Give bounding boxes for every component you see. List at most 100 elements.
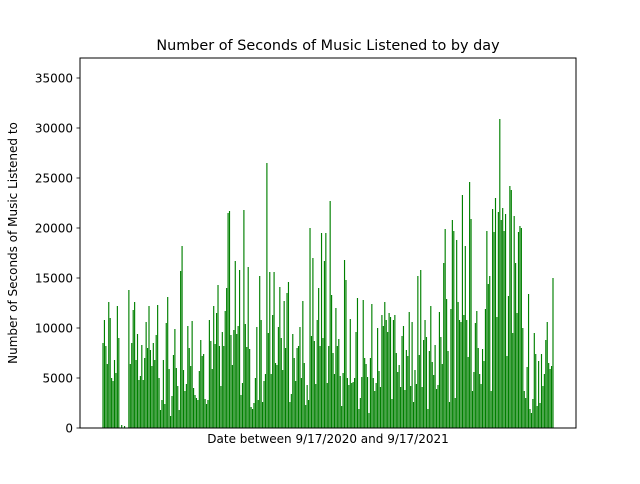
bar: [135, 360, 137, 428]
bar: [308, 400, 310, 428]
bar: [461, 195, 463, 428]
bar: [499, 119, 501, 428]
bar: [523, 391, 525, 428]
bar: [539, 403, 541, 428]
bar: [246, 347, 248, 428]
bar: [405, 350, 407, 428]
bar: [243, 210, 245, 428]
bar: [374, 391, 376, 428]
bar: [483, 361, 485, 428]
bar: [375, 383, 377, 428]
bar: [165, 323, 167, 428]
bar: [502, 208, 504, 428]
bar: [267, 333, 269, 428]
bar: [365, 364, 367, 428]
bar: [450, 309, 452, 428]
bar: [315, 384, 317, 428]
chart-title: Number of Seconds of Music Listened to b…: [156, 38, 500, 54]
bar: [520, 228, 522, 428]
bar: [178, 410, 180, 428]
bar: [480, 384, 482, 428]
bar: [171, 396, 173, 428]
bar: [332, 353, 334, 428]
bar: [377, 328, 379, 428]
bar: [113, 360, 116, 428]
bar: [272, 315, 274, 428]
bar: [216, 313, 218, 428]
bar: [227, 213, 229, 428]
bar: [345, 280, 347, 428]
bar: [543, 374, 545, 428]
bar: [112, 381, 114, 428]
bar: [200, 340, 202, 428]
bar: [132, 310, 134, 428]
bar: [221, 332, 223, 428]
y-tick-label: 25000: [35, 172, 73, 186]
y-tick-label: 20000: [35, 222, 73, 236]
bar: [503, 231, 505, 428]
bar: [158, 378, 160, 428]
bar: [223, 346, 225, 428]
bar: [274, 363, 277, 428]
bar: [517, 232, 520, 428]
bar: [185, 384, 187, 428]
bar: [448, 402, 451, 428]
bar: [407, 356, 409, 428]
bar: [144, 358, 146, 428]
bar: [118, 338, 120, 428]
y-axis-label: Number of Seconds of Music Listened to: [6, 122, 20, 364]
bar: [228, 211, 231, 428]
bar: [312, 258, 314, 428]
bar: [506, 356, 508, 428]
bar: [525, 398, 527, 428]
bar: [481, 349, 484, 428]
bar: [293, 358, 295, 428]
bar: [269, 272, 271, 428]
bar: [296, 348, 298, 428]
bar: [217, 285, 219, 428]
bar: [151, 366, 153, 428]
bar: [195, 398, 198, 428]
y-tick-label: 5000: [42, 372, 73, 386]
bar: [322, 338, 324, 428]
bar: [305, 405, 307, 428]
bar: [210, 341, 212, 428]
bar: [168, 369, 170, 428]
bar: [384, 302, 386, 428]
bar: [420, 270, 422, 428]
bar: [493, 232, 495, 428]
bar: [410, 386, 412, 428]
bar: [512, 333, 514, 428]
bar: [546, 322, 548, 428]
bar: [264, 374, 267, 428]
bar: [540, 354, 543, 428]
bar: [427, 409, 429, 428]
bar: [368, 413, 370, 428]
bar: [214, 344, 216, 428]
bar: [538, 361, 540, 428]
bar: [136, 334, 139, 428]
bar: [333, 374, 336, 428]
bar: [328, 346, 330, 428]
bar: [414, 370, 416, 428]
bar: [167, 297, 169, 428]
bar: [507, 296, 510, 428]
bar: [369, 358, 371, 428]
plot-frame: [79, 57, 577, 429]
bar: [241, 383, 244, 428]
bar: [283, 301, 285, 428]
bar: [441, 364, 443, 428]
y-tick-label: 15000: [35, 272, 73, 286]
bar: [182, 370, 185, 428]
bar: [297, 346, 300, 428]
bar: [177, 386, 179, 428]
bar: [138, 380, 140, 428]
bar: [115, 373, 117, 428]
bar: [460, 322, 462, 428]
bar: [519, 226, 521, 428]
bar: [391, 399, 393, 428]
bar: [550, 366, 553, 428]
bar: [323, 261, 325, 428]
bar: [476, 311, 478, 428]
bars-layer: [102, 119, 554, 428]
